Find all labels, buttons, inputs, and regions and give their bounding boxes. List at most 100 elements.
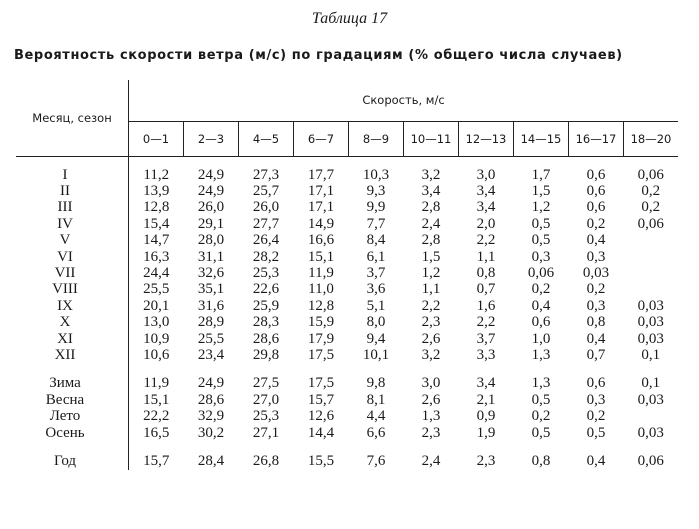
cell: 3,4 (421, 183, 441, 199)
cell: 2,0 (476, 215, 496, 232)
column-header: 8—9 (348, 121, 404, 158)
cell: 14,4 (307, 424, 335, 441)
cell: 2,1 (476, 391, 496, 408)
spacer-cell (129, 363, 679, 375)
cell: 6,1 (366, 248, 386, 265)
cell: 8,4 (366, 232, 386, 249)
table-row: VIII 25,5 35,1 22,6 11,0 3,6 1,1 0,7 0,2 0,2 (16, 281, 678, 298)
cell: 0,5 (586, 424, 606, 441)
cell: 28,9 (197, 314, 225, 331)
spacer (16, 441, 679, 454)
cell: 3,4 (476, 183, 496, 199)
cell: 17,5 (307, 347, 335, 364)
column-header: 14—15 (513, 121, 569, 158)
cell: 0,3 (586, 248, 606, 265)
table-row: I 11,2 24,9 27,3 17,7 10,3 3,2 3,0 1,7 0,6 0,06 (16, 156, 678, 183)
row-label: III (16, 199, 129, 216)
cell: 0,5 (531, 232, 551, 249)
column-header: 6—7 (293, 121, 349, 158)
cell: 14,7 (143, 232, 170, 249)
cell: 32,6 (197, 265, 225, 282)
cell: 31,1 (197, 248, 225, 265)
column-header: 4—5 (238, 121, 294, 158)
cell: 0,06 (637, 453, 664, 470)
cell: 0,06 (637, 215, 664, 232)
cell: 2,3 (476, 453, 496, 470)
cell: 27,7 (252, 215, 280, 232)
row-label: XI (16, 330, 129, 348)
cell (624, 408, 679, 424)
cell: 24,9 (197, 183, 225, 199)
cell: 0,7 (586, 347, 606, 364)
cell: 16,6 (307, 232, 335, 249)
cell: 0,4 (586, 330, 606, 347)
cell: 17,1 (307, 183, 335, 199)
cell: 25,3 (252, 265, 280, 282)
cell: 0,4 (586, 453, 606, 470)
table-row: XI 10,9 25,5 28,6 17,9 9,4 2,6 3,7 1,0 0,4 0,03 (16, 330, 678, 348)
row-label: VII (16, 265, 129, 282)
cell: 2,6 (421, 391, 441, 408)
cell: 32,9 (197, 408, 225, 425)
cell: 15,9 (307, 314, 335, 331)
cell: 2,8 (421, 199, 441, 216)
cell: 22,6 (252, 281, 280, 298)
cell: 0,03 (582, 265, 610, 282)
cell: 10,6 (143, 347, 170, 364)
cell: 2,3 (421, 424, 441, 441)
cell: 1,9 (476, 424, 496, 441)
cell: 0,3 (531, 248, 551, 265)
cell: 2,4 (421, 215, 441, 232)
cell: 17,7 (307, 166, 335, 183)
cell: 15,1 (307, 248, 335, 265)
wind-table: Месяц, сезон Скорость, м/с 0—1 2—3 4—5 6—7 8… (16, 80, 678, 470)
cell: 0,03 (637, 391, 664, 408)
row-label: XII (16, 347, 129, 364)
cell: 5,1 (366, 297, 386, 314)
cell: 11,9 (308, 265, 334, 282)
spacer-cell (16, 441, 129, 454)
cell: 0,2 (586, 408, 606, 425)
cell: 3,0 (421, 375, 441, 392)
cell: 0,1 (641, 347, 661, 364)
cell: 1,3 (421, 408, 441, 425)
spacer-cell (129, 441, 679, 453)
row-label: II (16, 183, 129, 200)
cell: 0,4 (531, 297, 551, 314)
cell: 0,03 (637, 330, 664, 347)
row-label: Зима (16, 375, 129, 392)
cell: 13,0 (143, 314, 170, 331)
cell: 29,8 (252, 347, 280, 364)
cell: 25,3 (252, 408, 280, 425)
cell: 0,8 (586, 314, 606, 331)
row-label: IV (16, 215, 129, 233)
cell: 3,4 (476, 199, 496, 216)
row-label: IX (16, 297, 129, 315)
cell: 1,1 (476, 248, 496, 265)
cell: 3,2 (421, 347, 441, 364)
cell: 1,0 (531, 330, 551, 347)
cell: 1,6 (476, 297, 496, 314)
cell: 6,6 (366, 424, 386, 441)
cell: 27,5 (252, 375, 280, 392)
cell: 26,0 (252, 199, 280, 216)
cell: 12,6 (307, 408, 335, 425)
cell: 0,5 (531, 215, 551, 232)
table-caption: Вероятность скорости ветра (м/с) по град… (14, 48, 623, 63)
cell: 3,4 (476, 375, 496, 392)
cell: 10,3 (362, 166, 390, 183)
row-label: Лето (16, 408, 129, 425)
row-label: VIII (16, 281, 129, 298)
cell: 28,3 (252, 314, 280, 331)
group-header: Скорость, м/с (128, 80, 678, 122)
cell: 1,2 (421, 265, 441, 282)
cell: 28,0 (197, 232, 225, 249)
column-header: 10—11 (403, 121, 459, 158)
cell: 24,4 (143, 265, 170, 282)
cell: 25,5 (197, 330, 225, 347)
cell: 11,2 (143, 166, 170, 183)
cell: 12,8 (307, 297, 335, 314)
cell: 20,1 (143, 297, 170, 314)
cell (624, 249, 679, 265)
cell: 15,7 (143, 453, 170, 470)
